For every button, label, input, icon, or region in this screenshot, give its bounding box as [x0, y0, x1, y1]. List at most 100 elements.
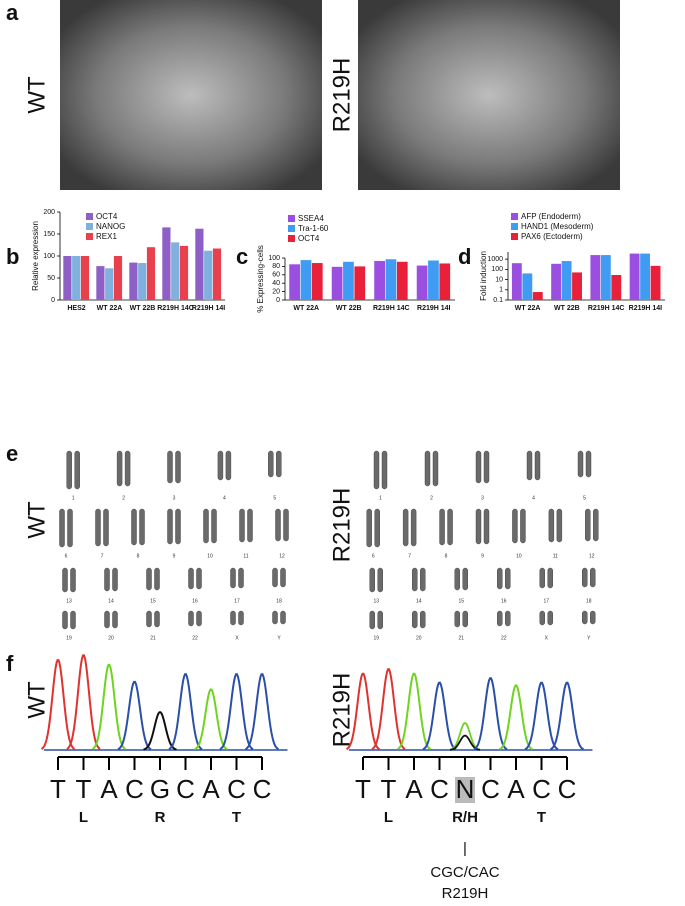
bar	[105, 268, 114, 300]
chromosome	[377, 567, 383, 593]
chromosome	[454, 567, 460, 591]
chromosome-number: 22	[501, 635, 507, 641]
trace-peak	[473, 677, 508, 751]
legend-label: NANOG	[96, 222, 125, 231]
legend-swatch	[511, 213, 518, 220]
chromosome-number: Y	[277, 635, 281, 641]
chromosome-number: 11	[243, 553, 248, 559]
chromosome	[412, 610, 418, 629]
legend-swatch	[288, 215, 295, 222]
base-letter: C	[558, 774, 577, 804]
x-tick-label: R219H 14C	[157, 305, 194, 312]
chromosome-number: 6	[372, 553, 375, 559]
chromosome	[112, 567, 118, 592]
legend-label: OCT4	[298, 234, 320, 243]
chromosome	[483, 508, 490, 545]
chromosome	[539, 567, 545, 589]
panel-label: a	[6, 0, 19, 25]
trace-peak	[219, 673, 254, 751]
chromosome-number: 8	[445, 553, 448, 559]
chromosome	[534, 450, 541, 481]
bar	[629, 253, 640, 300]
chromosome	[272, 610, 278, 625]
chromosome	[70, 610, 76, 630]
panel-label: d	[458, 244, 471, 269]
chromosome-number: 10	[207, 553, 213, 559]
chromosome	[447, 508, 453, 546]
y-tick-label: 200	[43, 209, 55, 216]
y-axis-label: % Expressing-cells	[256, 245, 265, 313]
chromosome	[116, 450, 123, 487]
x-tick-label: HES2	[67, 305, 85, 312]
trace-peak	[40, 659, 76, 750]
bar	[204, 250, 213, 300]
base-letter: A	[202, 774, 220, 804]
bar	[80, 256, 90, 300]
chromosome	[95, 508, 101, 547]
y-tick-label: 50	[47, 275, 55, 282]
chromosome	[62, 567, 68, 593]
chromosome-number: 3	[481, 495, 484, 501]
x-tick-label: WT 22A	[293, 305, 319, 312]
chromosome-number: Y	[587, 635, 591, 641]
legend-label: AFP (Endoderm)	[521, 212, 581, 221]
chromosome	[268, 450, 274, 478]
bar	[600, 255, 611, 300]
base-letter: C	[253, 774, 272, 804]
y-tick-label: 1	[499, 287, 503, 294]
x-tick-label: WT 22B	[130, 305, 156, 312]
chromosome	[67, 508, 73, 548]
chromosome	[66, 450, 72, 490]
chromosome-number: 2	[430, 495, 433, 501]
base-highlight	[455, 777, 475, 803]
x-tick-label: R219H 14C	[373, 305, 410, 312]
legend-label: HAND1 (Mesoderm)	[521, 222, 594, 231]
y-tick-label: 0	[276, 297, 280, 304]
bar	[590, 255, 601, 300]
chromosome	[196, 567, 202, 590]
chromosome	[374, 508, 380, 548]
amino-acid: L	[384, 809, 393, 826]
base-letter: C	[430, 774, 449, 804]
chromosome	[381, 450, 388, 490]
panel-label: b	[6, 244, 19, 269]
base-letter: A	[100, 774, 118, 804]
y-tick-label: 80	[272, 263, 280, 270]
chromosome-number: 2	[122, 495, 125, 501]
chromosome	[283, 508, 289, 542]
chromosome	[196, 610, 202, 627]
x-tick-label: WT 22B	[554, 305, 580, 312]
base-letter: T	[381, 774, 397, 804]
trace-peak	[396, 672, 432, 751]
x-tick-label: WT 22A	[515, 305, 541, 312]
chromosome	[556, 508, 563, 543]
amino-acid: L	[79, 809, 88, 826]
chromosome	[520, 508, 526, 544]
chromosome-number: X	[545, 635, 549, 641]
chromosome	[424, 450, 431, 487]
bar	[311, 263, 323, 300]
base-letter: G	[150, 774, 170, 804]
base-letter: T	[50, 774, 66, 804]
bar	[354, 266, 366, 300]
base-letter: T	[355, 774, 371, 804]
bar	[129, 262, 138, 300]
y-tick-label: 100	[43, 253, 55, 260]
chromosome-number: 14	[416, 598, 422, 604]
bar	[416, 265, 428, 300]
chromosome	[59, 508, 65, 548]
y-tick-label: 0.1	[493, 297, 503, 304]
chromosome-number: 21	[458, 635, 464, 641]
trace-peak	[66, 654, 101, 750]
chromosome	[139, 508, 145, 546]
chromosome-number: 22	[192, 635, 198, 641]
bar	[195, 228, 204, 300]
bar	[113, 256, 123, 300]
trace-peak	[549, 681, 585, 751]
chromosome	[104, 610, 110, 629]
chromosome-number: 12	[589, 553, 595, 559]
chromosome	[539, 610, 545, 626]
legend-swatch	[86, 223, 93, 230]
